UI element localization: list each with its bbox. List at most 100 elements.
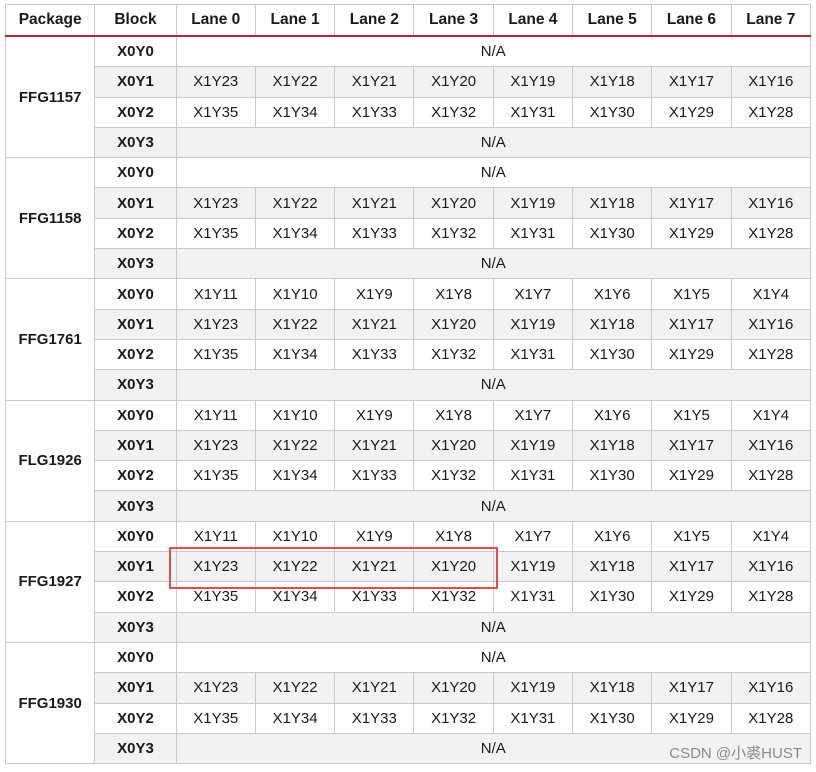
lane-cell: X1Y5	[651, 399, 732, 431]
header-lane-2: Lane 2	[334, 4, 415, 37]
lane-cell: X1Y18	[572, 187, 653, 219]
watermark: CSDN @小裘HUST	[669, 745, 802, 762]
lane-cell: X1Y4	[730, 278, 812, 310]
lane-cell: X1Y34	[254, 702, 336, 734]
lane-cell: X1Y34	[254, 581, 336, 613]
lane-cell: X1Y6	[572, 399, 653, 431]
lane-cell: X1Y7	[492, 399, 574, 431]
lane-cell: X1Y18	[572, 551, 653, 583]
lane-cell: X1Y16	[730, 551, 812, 583]
table-row: X0Y3 N/A	[6, 126, 812, 159]
lane-cell: X1Y35	[175, 702, 256, 734]
block-cell: X0Y0	[94, 35, 177, 68]
table-row: X0Y3 N/A	[6, 611, 812, 643]
lane-cell: X1Y20	[413, 551, 494, 583]
lane-cell: X1Y21	[334, 308, 415, 340]
table-row: X0Y2 X1Y35 X1Y34 X1Y33 X1Y32 X1Y31 X1Y30 X1Y29 X…	[6, 338, 812, 371]
lane-cell: X1Y30	[572, 96, 653, 128]
header-block: Block	[94, 4, 177, 37]
block-cell: X0Y3	[94, 369, 177, 401]
na-cell: N/A	[175, 369, 812, 401]
lane-cell: X1Y19	[492, 551, 574, 583]
lane-cell: X1Y29	[651, 581, 732, 613]
block-cell: X0Y1	[94, 672, 177, 704]
lane-cell: X1Y16	[730, 187, 812, 219]
lane-cell: X1Y4	[730, 399, 812, 431]
table-row: X0Y1 X1Y23 X1Y22 X1Y21 X1Y20 X1Y19 X1Y18 X1Y17 X…	[6, 187, 812, 219]
lane-cell: X1Y18	[572, 429, 653, 462]
header-lane-6: Lane 6	[651, 4, 732, 37]
lane-cell: X1Y19	[492, 66, 574, 98]
block-cell: X0Y0	[94, 399, 177, 431]
lane-cell: X1Y19	[492, 308, 574, 340]
table-row: X0Y1 X1Y23 X1Y22 X1Y21 X1Y20 X1Y19 X1Y18 X1Y17 X…	[6, 429, 812, 462]
lane-cell: X1Y31	[492, 702, 574, 734]
lane-cell: X1Y20	[413, 308, 494, 340]
lane-cell: X1Y17	[651, 551, 732, 583]
lane-cell: X1Y11	[175, 278, 256, 310]
lane-cell: X1Y6	[572, 278, 653, 310]
lane-cell: X1Y28	[730, 338, 812, 371]
lane-cell: X1Y31	[492, 217, 574, 250]
gt-lane-table: Package Block Lane 0 Lane 1 Lane 2 Lane …	[4, 4, 812, 765]
table-row: FFG1157 X0Y0 N/A	[4, 35, 812, 159]
block-cell: X0Y0	[94, 641, 177, 674]
lane-cell: X1Y23	[175, 551, 256, 583]
lane-cell: X1Y18	[572, 672, 653, 704]
header-row: Package Block Lane 0 Lane 1 Lane 2 Lane …	[4, 4, 812, 37]
block-cell: X0Y1	[94, 308, 177, 340]
lane-cell: X1Y23	[175, 187, 256, 219]
block-cell: X0Y2	[94, 96, 177, 128]
lane-cell: X1Y22	[254, 429, 336, 462]
lane-cell: X1Y32	[413, 702, 494, 734]
table-row: FFG1927 X0Y0 X1Y11 X1Y10 X1Y9 X1Y8 X1Y7 X1Y6 X1Y…	[4, 520, 812, 643]
block-cell: X0Y3	[94, 611, 177, 643]
lane-cell: X1Y5	[651, 278, 732, 310]
block-cell: X0Y3	[94, 248, 177, 280]
lane-cell: X1Y30	[572, 217, 653, 250]
table-row: X0Y2 X1Y35 X1Y34 X1Y33 X1Y32 X1Y31 X1Y30 X1Y29 X…	[6, 217, 812, 250]
lane-cell: X1Y16	[730, 66, 812, 98]
block-cell: X0Y2	[94, 702, 177, 734]
lane-cell: X1Y34	[254, 96, 336, 128]
lane-cell: X1Y5	[651, 520, 732, 553]
header-lane-4: Lane 4	[492, 4, 574, 37]
table-row: FFG1930 X0Y0 N/A	[4, 641, 812, 765]
header-lane-5: Lane 5	[572, 4, 653, 37]
lane-cell: X1Y9	[334, 278, 415, 310]
lane-cell: X1Y23	[175, 66, 256, 98]
lane-cell: X1Y21	[334, 551, 415, 583]
lane-cell: X1Y31	[492, 460, 574, 492]
block-cell: X0Y1	[94, 429, 177, 462]
lane-cell: X1Y10	[254, 278, 336, 310]
header-lane-7: Lane 7	[730, 4, 812, 37]
na-cell: N/A	[175, 157, 812, 189]
lane-cell: X1Y23	[175, 672, 256, 704]
lane-cell: X1Y17	[651, 308, 732, 340]
lane-cell: X1Y32	[413, 217, 494, 250]
lane-cell: X1Y16	[730, 429, 812, 462]
lane-cell: X1Y16	[730, 308, 812, 340]
lane-cell: X1Y18	[572, 66, 653, 98]
lane-cell: X1Y22	[254, 672, 336, 704]
block-cell: X0Y3	[94, 732, 177, 765]
lane-cell: X1Y17	[651, 672, 732, 704]
lane-cell: X1Y20	[413, 66, 494, 98]
lane-cell: X1Y32	[413, 96, 494, 128]
block-cell: X0Y3	[94, 126, 177, 159]
lane-cell: X1Y8	[413, 278, 494, 310]
lane-cell: X1Y17	[651, 66, 732, 98]
na-cell: N/A	[175, 641, 812, 674]
block-cell: X0Y1	[94, 187, 177, 219]
lane-cell: X1Y32	[413, 460, 494, 492]
block-cell: X0Y1	[94, 66, 177, 98]
block-cell: X0Y2	[94, 581, 177, 613]
lane-cell: X1Y11	[175, 399, 256, 431]
table-row: X0Y3 N/A	[6, 732, 812, 765]
lane-cell: X1Y4	[730, 520, 812, 553]
lane-cell: X1Y28	[730, 702, 812, 734]
lane-cell: X1Y34	[254, 460, 336, 492]
lane-cell: X1Y22	[254, 66, 336, 98]
block-cell: X0Y0	[94, 278, 177, 310]
lane-cell: X1Y21	[334, 429, 415, 462]
